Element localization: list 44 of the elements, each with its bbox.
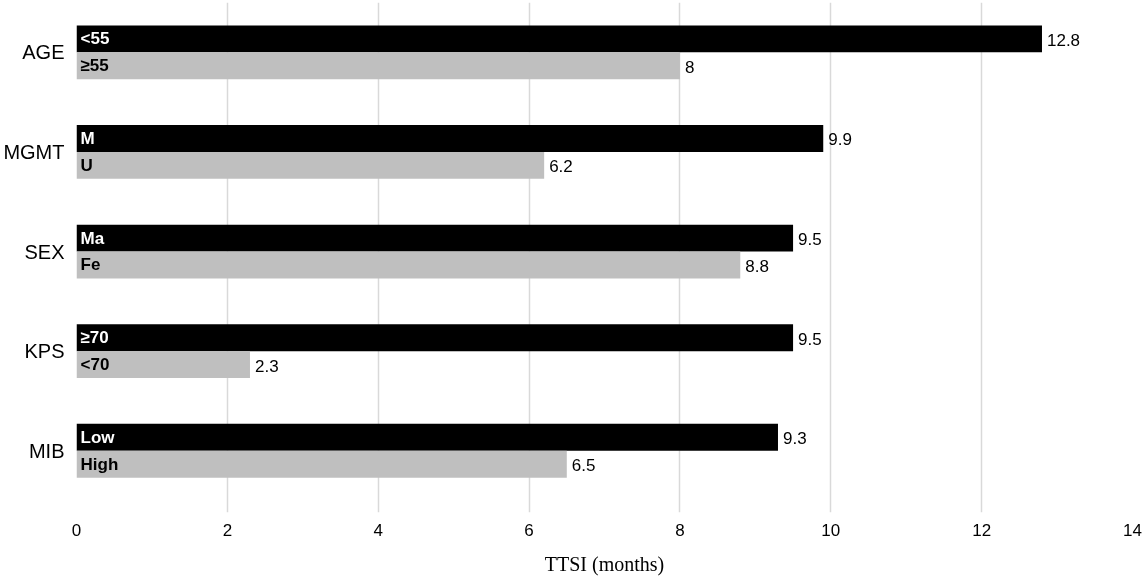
bar xyxy=(76,450,567,478)
annotation: Ma xyxy=(80,228,105,248)
x-axis-title: TTSI (months) xyxy=(544,552,665,576)
bar xyxy=(76,251,741,279)
annotation: U xyxy=(80,155,93,175)
data-label: 6.2 xyxy=(549,157,573,177)
annotation: ≥55 xyxy=(80,56,109,76)
x-tick-label: 8 xyxy=(675,520,685,540)
bar xyxy=(76,125,824,152)
annotation: ≥70 xyxy=(80,328,109,348)
data-label: 9.3 xyxy=(782,429,807,449)
x-tick-label: 12 xyxy=(972,520,992,540)
data-label: 9.5 xyxy=(798,329,822,349)
bar xyxy=(76,52,680,80)
bar xyxy=(76,351,250,379)
bar xyxy=(76,423,778,451)
bar xyxy=(76,25,1042,53)
bar xyxy=(76,324,794,352)
data-label: 9.5 xyxy=(798,230,822,250)
y-tick-label: AGE xyxy=(22,41,65,64)
data-label: 6.5 xyxy=(571,456,596,476)
annotation: Fe xyxy=(80,255,101,275)
data-label: 12.8 xyxy=(1046,30,1081,50)
x-tick-label: 2 xyxy=(222,520,233,540)
y-tick-label: MGMT xyxy=(3,140,65,163)
annotation: <70 xyxy=(80,355,110,375)
x-tick-label: 6 xyxy=(524,520,534,540)
annotation: Low xyxy=(80,427,116,447)
y-tick-label: KPS xyxy=(24,340,65,363)
y-tick-label: MIB xyxy=(28,439,65,462)
annotation: <55 xyxy=(80,29,110,49)
annotation: High xyxy=(80,454,119,474)
data-label: 8.8 xyxy=(745,256,769,276)
x-tick-label: 0 xyxy=(71,520,82,540)
x-tick-label: 14 xyxy=(1123,520,1142,540)
x-tick-label: 4 xyxy=(373,520,383,540)
bar xyxy=(76,151,545,179)
annotation: M xyxy=(80,128,95,148)
data-label: 9.9 xyxy=(828,130,852,150)
data-label: 2.3 xyxy=(254,356,279,376)
bar xyxy=(76,224,794,252)
y-tick-label: SEX xyxy=(24,240,65,263)
data-label: 8 xyxy=(684,57,695,77)
x-tick-label: 10 xyxy=(821,520,841,540)
